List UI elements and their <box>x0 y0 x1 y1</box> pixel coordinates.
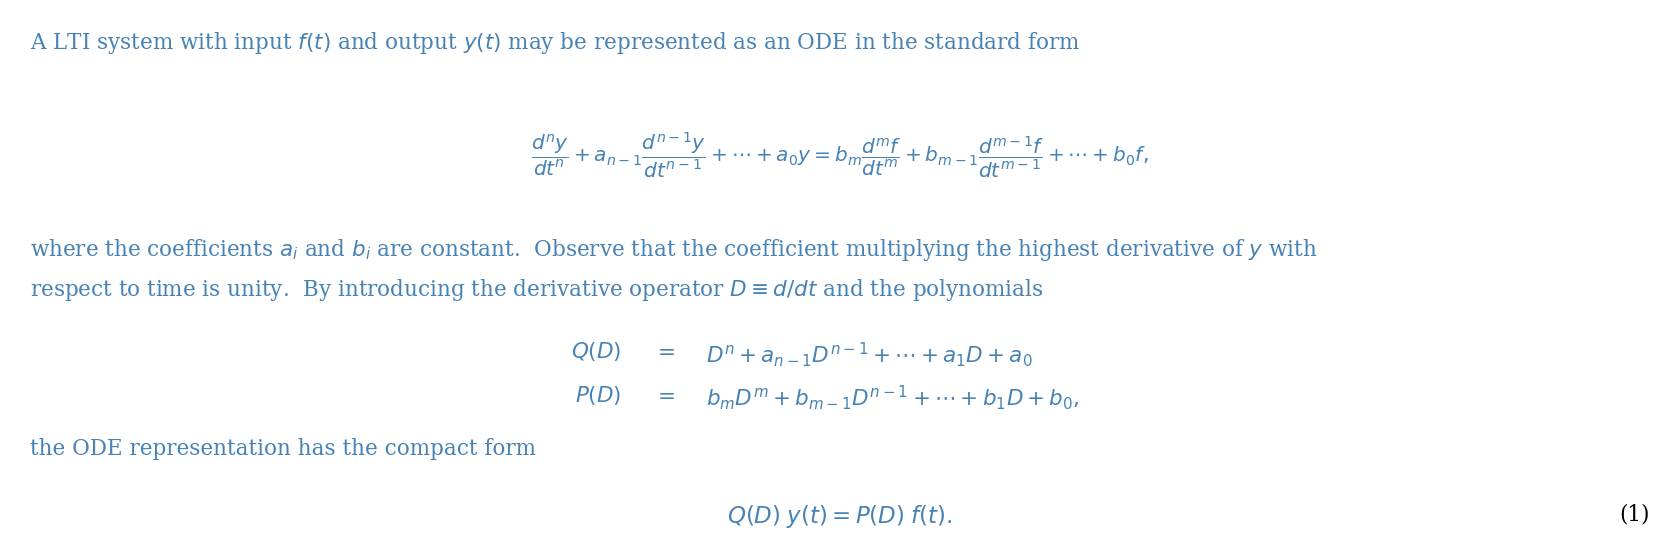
Text: $Q(D)$: $Q(D)$ <box>571 340 622 363</box>
Text: $=$: $=$ <box>652 384 675 405</box>
Text: respect to time is unity.  By introducing the derivative operator $D \equiv d/dt: respect to time is unity. By introducing… <box>30 277 1043 304</box>
Text: (1): (1) <box>1620 503 1650 525</box>
Text: where the coefficients $a_i$ and $b_i$ are constant.  Observe that the coefficie: where the coefficients $a_i$ and $b_i$ a… <box>30 237 1317 263</box>
Text: $P(D)$: $P(D)$ <box>575 384 622 406</box>
Text: $Q(D)\; y(t) = P(D)\; f(t).$: $Q(D)\; y(t) = P(D)\; f(t).$ <box>727 503 953 530</box>
Text: $b_m D^m + b_{m-1}D^{n-1} + \cdots + b_1 D + b_0,$: $b_m D^m + b_{m-1}D^{n-1} + \cdots + b_1… <box>706 384 1079 412</box>
Text: $=$: $=$ <box>652 340 675 362</box>
Text: A LTI system with input $f(t)$ and output $y(t)$ may be represented as an ODE in: A LTI system with input $f(t)$ and outpu… <box>30 30 1080 56</box>
Text: the ODE representation has the compact form: the ODE representation has the compact f… <box>30 438 536 460</box>
Text: $D^n + a_{n-1}D^{n-1} + \cdots + a_1 D + a_0$: $D^n + a_{n-1}D^{n-1} + \cdots + a_1 D +… <box>706 340 1032 369</box>
Text: $\dfrac{d^n y}{dt^n} + a_{n-1}\dfrac{d^{n-1}y}{dt^{n-1}} + \cdots + a_0 y = b_m\: $\dfrac{d^n y}{dt^n} + a_{n-1}\dfrac{d^{… <box>531 131 1149 180</box>
